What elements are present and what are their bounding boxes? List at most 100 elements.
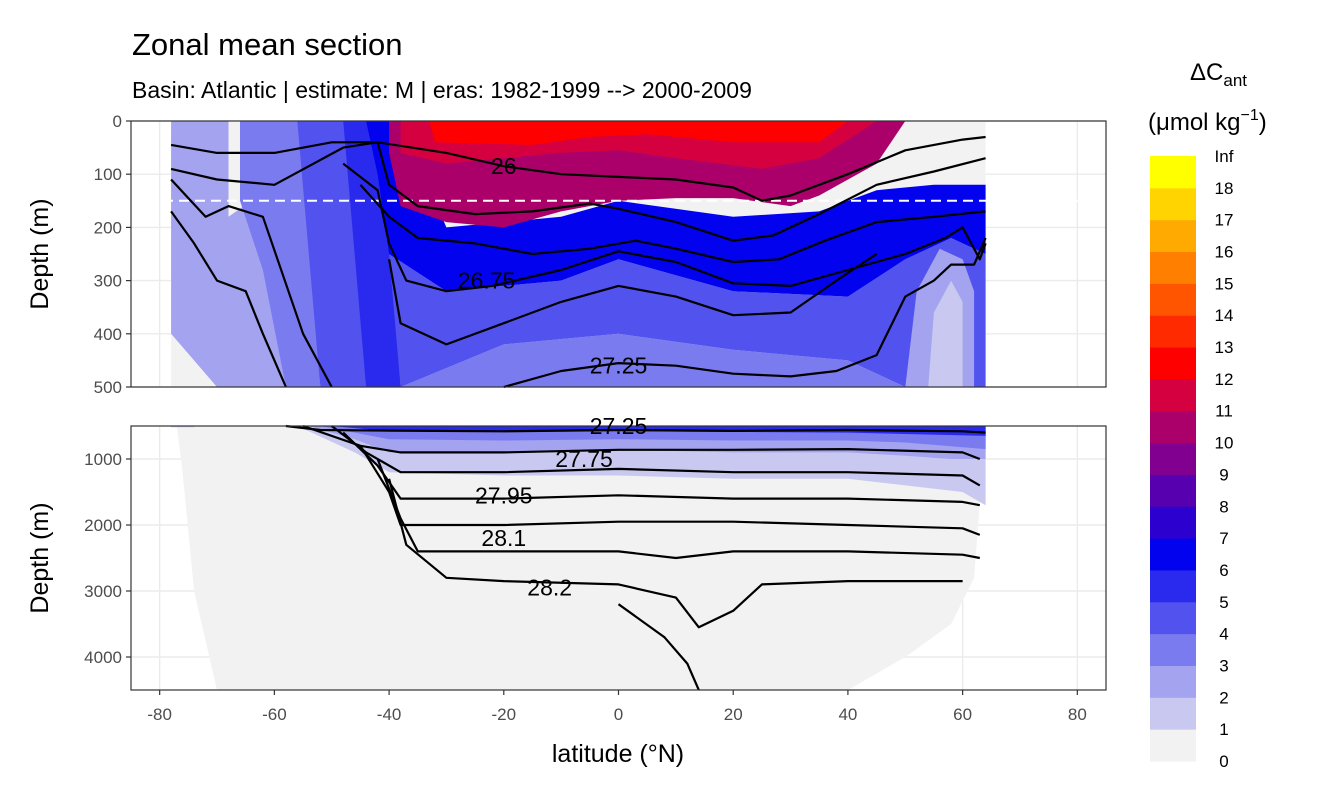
- isopycnal-label: 26: [491, 153, 517, 179]
- y-tick-label: 2000: [84, 516, 122, 535]
- x-axis-title: latitude (°N): [552, 740, 684, 768]
- isopycnal-label: 26.75: [458, 268, 516, 294]
- legend-swatch-11: [1150, 378, 1196, 412]
- y-tick-label: 200: [94, 218, 122, 237]
- y-tick-label: 0: [113, 112, 122, 131]
- legend-label: 8: [1219, 497, 1228, 516]
- x-tick-label: -80: [147, 705, 172, 724]
- legend-label: 2: [1219, 688, 1228, 707]
- legend-label: 5: [1219, 593, 1228, 612]
- y-tick-label: 3000: [84, 582, 122, 601]
- legend-label: 12: [1215, 370, 1234, 389]
- fill-band-2: [171, 121, 304, 387]
- x-tick-label: 60: [953, 705, 972, 724]
- legend-label: 1: [1219, 720, 1228, 739]
- fill-band-3: [400, 333, 906, 387]
- legend-label: 4: [1219, 625, 1228, 644]
- chart-subtitle: Basin: Atlantic | estimate: M | eras: 19…: [132, 77, 752, 103]
- isopycnal-lower-6: [388, 478, 963, 629]
- legend-label: 16: [1215, 243, 1234, 262]
- legend-label-top: Inf: [1215, 147, 1234, 166]
- legend-swatch-8: [1150, 474, 1196, 507]
- lower-panel: [130, 424, 1107, 691]
- chart-title: Zonal mean section: [132, 27, 403, 62]
- legend-title-symbol: ΔC: [1190, 59, 1223, 86]
- isopycnal-upper-3: [170, 210, 287, 388]
- legend-label: 18: [1215, 179, 1234, 198]
- upper-panel-border: [130, 120, 1107, 388]
- fill-band-0: [176, 426, 986, 690]
- isopycnal-upper-6: [388, 253, 878, 346]
- isopycnal-lower-4: [359, 445, 981, 536]
- legend-label: 14: [1215, 306, 1234, 325]
- isopycnal-label: 27.25: [590, 353, 648, 379]
- fill-band-1: [928, 280, 963, 387]
- legend-label: 11: [1215, 402, 1233, 421]
- legend-title-line1: ΔCant: [1190, 59, 1247, 90]
- y-tick-label: 1000: [84, 450, 122, 469]
- legend-label: 6: [1219, 561, 1228, 580]
- isopycnal-lower-1: [302, 424, 981, 461]
- legend-swatch-16: [1150, 219, 1196, 253]
- legend-swatch-5: [1150, 569, 1196, 603]
- y-tick-label: 4000: [84, 648, 122, 667]
- upper-panel: [130, 120, 1107, 389]
- legend-label: 0: [1219, 752, 1228, 771]
- legend-swatch-18: [1150, 156, 1196, 189]
- legend-label: 10: [1215, 434, 1234, 453]
- isopycnal-lower-7: [617, 603, 700, 691]
- x-tick-label: 0: [614, 705, 623, 724]
- legend-label: 13: [1215, 338, 1234, 357]
- isopycnal-upper-2: [170, 178, 333, 388]
- y-tick-label: 500: [94, 378, 122, 397]
- legend-title-line2: (μmol kg−1): [1148, 107, 1267, 136]
- legend-swatch-14: [1150, 283, 1196, 316]
- x-tick-label: 80: [1068, 705, 1087, 724]
- legend-swatch-2: [1150, 665, 1196, 698]
- legend-label: 7: [1219, 529, 1228, 548]
- y-tick-label: 400: [94, 325, 122, 344]
- legend-swatch-6: [1150, 538, 1196, 571]
- legend-title-close: ): [1259, 109, 1267, 136]
- legend-swatch-4: [1150, 601, 1196, 635]
- legend-swatch-17: [1150, 187, 1196, 221]
- legend-swatch-0: [1150, 729, 1196, 762]
- legend-label: 3: [1219, 656, 1228, 675]
- y-tick-label: 300: [94, 272, 122, 291]
- isopycnal-label: 28.2: [527, 575, 572, 601]
- x-tick-label: 20: [724, 705, 743, 724]
- isopycnal-label: 28.1: [481, 525, 526, 551]
- legend-label: 17: [1215, 211, 1234, 230]
- x-tick-label: -20: [492, 705, 517, 724]
- y-axis-title-upper: Depth (m): [26, 198, 54, 309]
- isopycnal-upper-5: [342, 162, 987, 293]
- isopycnal-upper-1: [170, 141, 986, 242]
- legend-swatch-10: [1150, 410, 1196, 444]
- legend-title-exponent: −1: [1241, 107, 1259, 124]
- isopycnal-lower-0: [285, 424, 986, 434]
- isopycnal-lower-5: [376, 458, 981, 560]
- legend-label: 15: [1215, 274, 1234, 293]
- fill-band-4: [389, 238, 986, 387]
- fill-band-3: [240, 121, 321, 387]
- x-tick-label: -60: [262, 705, 287, 724]
- isopycnal-label: 27.95: [475, 482, 533, 508]
- isopycnal-upper-7: [503, 237, 987, 389]
- legend-swatch-3: [1150, 633, 1196, 666]
- colorbar-legend: ΔCant (μmol kg−1) 0123456789101112131415…: [1148, 59, 1267, 771]
- legend-swatch-1: [1150, 697, 1196, 730]
- legend-title-subscript: ant: [1223, 71, 1247, 90]
- x-tick-label: 40: [838, 705, 857, 724]
- legend-swatch-9: [1150, 442, 1196, 475]
- legend-swatch-13: [1150, 315, 1196, 348]
- y-axis-title-lower: Depth (m): [26, 502, 54, 613]
- legend-swatch-7: [1150, 506, 1196, 539]
- legend-title-unit: (μmol kg: [1148, 109, 1241, 136]
- isopycnal-label: 27.25: [590, 413, 648, 439]
- legend-swatch-15: [1150, 251, 1196, 284]
- isopycnal-label: 27.75: [555, 446, 613, 472]
- isopycnal-upper-0: [170, 135, 986, 202]
- legend-label: 9: [1219, 465, 1228, 484]
- legend-swatch-12: [1150, 347, 1196, 380]
